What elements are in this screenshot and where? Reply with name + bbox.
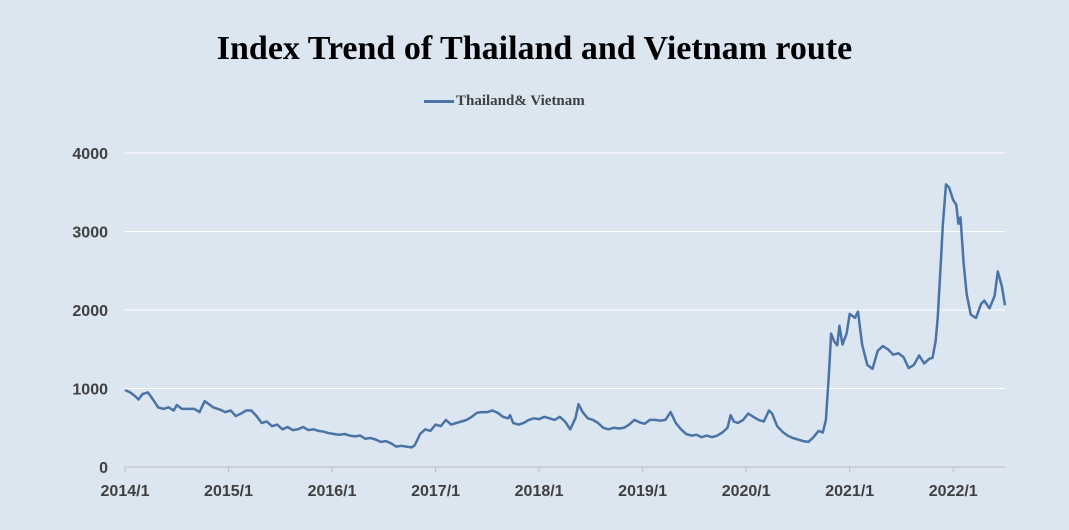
x-tick-label: 2017/1 <box>411 483 460 500</box>
series-group <box>124 183 1007 449</box>
y-axis-tick-labels: 0 1000 2000 3000 4000 <box>72 146 108 477</box>
y-tick-label: 0 <box>99 460 108 477</box>
x-tick-label: 2020/1 <box>722 483 771 500</box>
chart-title: Index Trend of Thailand and Vietnam rout… <box>216 30 853 67</box>
legend: Thailand& Vietnam <box>424 93 585 110</box>
x-tick-label: 2021/1 <box>825 483 874 500</box>
series-line <box>124 183 1007 449</box>
y-tick-label: 2000 <box>72 303 108 320</box>
x-tick-label: 2019/1 <box>618 483 667 500</box>
y-tick-label: 3000 <box>72 225 108 242</box>
x-tick-label: 2015/1 <box>204 483 253 500</box>
x-tick-label: 2022/1 <box>929 483 978 500</box>
y-tick-label: 4000 <box>72 146 108 163</box>
x-tick-label: 2016/1 <box>308 483 357 500</box>
legend-swatch <box>424 100 454 103</box>
legend-label: Thailand& Vietnam <box>456 93 585 109</box>
y-tick-label: 1000 <box>72 382 108 399</box>
gridlines <box>125 152 1005 389</box>
x-axis <box>124 466 1005 472</box>
x-tick-label: 2018/1 <box>515 483 564 500</box>
x-axis-tick-labels: 2014/1 2015/1 2016/1 2017/1 2018/1 2019/1 2020… <box>101 483 978 500</box>
x-tick-label: 2014/1 <box>101 483 150 500</box>
